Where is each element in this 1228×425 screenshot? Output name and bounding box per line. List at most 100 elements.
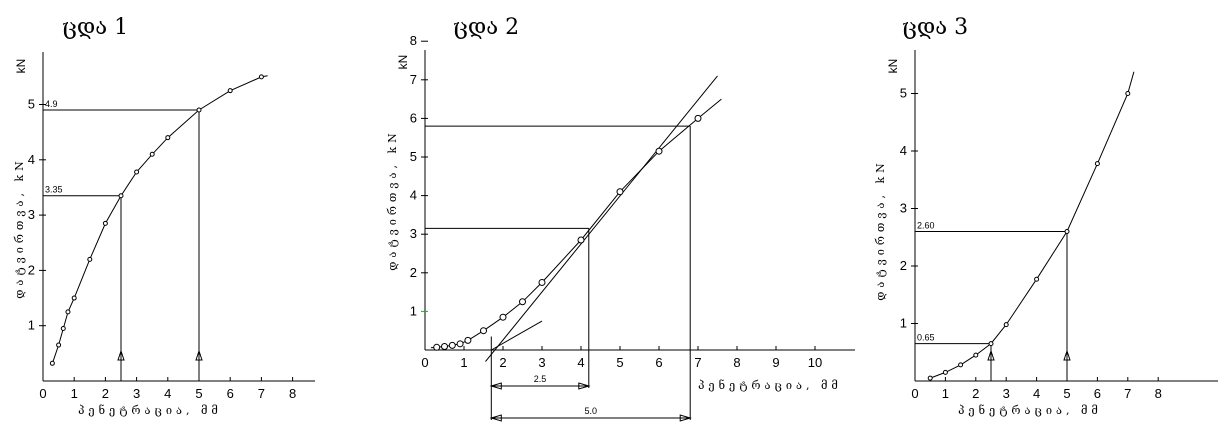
chart-3-x-tick-label: 8 <box>1155 386 1162 401</box>
chart-3-y-tick-label: 5 <box>900 86 907 101</box>
chart-3-series-line <box>930 71 1135 379</box>
chart-1-data-point <box>118 193 124 199</box>
chart-2-tangent-line <box>485 75 718 362</box>
chart-2-data-point <box>519 298 526 306</box>
chart-2-span-arrow-icon <box>578 382 591 390</box>
chart-1-series-line <box>51 75 268 364</box>
chart-3-x-tick-label: 6 <box>1094 386 1101 401</box>
chart-3-value-label: 2.60 <box>917 221 935 231</box>
chart-2-y-tick-label: 1 <box>410 303 417 318</box>
chart-2-x-tick-label: 1 <box>460 355 467 370</box>
chart-2-x-tick-label: 9 <box>772 355 779 370</box>
chart-2-data-point <box>448 341 456 349</box>
chart-1-data-point <box>134 169 140 175</box>
chart-2-x-tick-label: 10 <box>808 355 822 370</box>
chart-3-x-tick-label: 3 <box>1003 386 1010 401</box>
chart-1-data-point <box>102 220 108 226</box>
chart-1-x-tick-label: 8 <box>289 386 296 401</box>
chart-3-x-tick-label: 4 <box>1033 386 1040 401</box>
chart-1-data-point <box>196 107 202 113</box>
chart-2-span-label: 5.0 <box>584 406 597 416</box>
chart-3-data-point <box>927 375 933 381</box>
chart-1-y-tick-label: 4 <box>28 152 35 167</box>
chart-2-y-tick-label: 8 <box>410 33 417 48</box>
chart-1-data-point <box>258 74 264 80</box>
chart-3: ცდა 3 დატვირთვა, kN პენეტრაცია, მმ 0 1 2 3 4… <box>874 15 1218 417</box>
chart-2-data-point <box>441 343 448 351</box>
chart-2-x-tick-label: 7 <box>694 355 701 370</box>
chart-3-xlabel: პენეტრაცია, მმ <box>958 404 1102 417</box>
chart-1-x-tick-label: 5 <box>195 386 202 401</box>
chart-2-y-tick-label: 7 <box>410 72 417 87</box>
chart-2-data-point <box>655 147 663 155</box>
chart-1-data-point <box>227 88 233 94</box>
chart-3-y-tick-label: 2 <box>900 258 907 273</box>
chart-2-data-point <box>538 278 546 286</box>
chart-1-data-point <box>149 151 155 157</box>
chart-1-data-point <box>60 325 66 331</box>
chart-2-data-point <box>456 340 464 348</box>
chart-1: ცდა 1 დატვირთვა, kN პენეტრაცია, მმ 0 1 2 3 4… <box>13 15 315 417</box>
chart-3-data-point <box>1094 161 1100 167</box>
chart-3-y-tick-label: 3 <box>900 201 907 216</box>
chart-3-data-point <box>1034 276 1040 282</box>
chart-1-ylabel: დატვირთვა, kN <box>13 157 26 299</box>
chart-2-data-point <box>480 327 487 335</box>
chart-1-data-point <box>49 360 55 366</box>
chart-3-data-point <box>988 341 994 347</box>
chart-2-y-tick-label: 2 <box>410 265 417 280</box>
chart-1-x-tick-label: 2 <box>102 386 109 401</box>
chart-2-y-tick-label: 5 <box>410 149 417 164</box>
chart-1-unit-label: kN <box>14 59 28 74</box>
chart-2-x-tick-label: 4 <box>577 355 584 370</box>
chart-3-arrow-icon <box>1063 349 1071 361</box>
chart-2-y-tick-label: 3 <box>410 226 417 241</box>
chart-2-span-label: 2.5 <box>534 374 547 384</box>
chart-3-data-point <box>958 362 964 368</box>
chart-2-data-point <box>616 188 624 196</box>
chart-3-data-point <box>1003 322 1009 328</box>
chart-1-data-point <box>56 342 62 348</box>
chart-2-data-point <box>433 343 441 351</box>
chart-2-x-tick-label: 3 <box>538 355 545 370</box>
chart-3-x-tick-label: 0 <box>911 386 918 401</box>
chart-1-x-tick-label: 6 <box>227 386 234 401</box>
chart-1-y-tick-label: 5 <box>28 97 35 112</box>
chart-1-arrow-icon <box>117 349 125 361</box>
chart-2-unit-label: kN <box>396 55 410 70</box>
chart-1-title: ცდა 1 <box>62 15 128 40</box>
chart-2-span-arrow-icon <box>679 414 692 422</box>
chart-1-y-tick-label: 3 <box>28 207 35 222</box>
chart-3-title: ცდა 3 <box>902 15 968 40</box>
chart-1-y-tick-label: 1 <box>28 318 35 333</box>
chart-2-series-line <box>430 98 722 349</box>
chart-3-data-point <box>1125 91 1131 96</box>
chart-1-x-tick-label: 0 <box>39 386 46 401</box>
chart-3-x-tick-label: 2 <box>972 386 979 401</box>
chart-2-x-tick-label: 0 <box>421 355 428 370</box>
chart-2-data-point <box>499 313 507 321</box>
chart-1-x-tick-label: 3 <box>133 386 140 401</box>
chart-2-span-arrow-icon <box>489 382 502 390</box>
chart-1-y-tick-label: 2 <box>28 262 35 277</box>
chart-2-initial-tangent <box>491 320 543 351</box>
chart-1-data-point <box>65 309 71 315</box>
chart-2-x-tick-label: 8 <box>733 355 740 370</box>
chart-3-data-point <box>942 369 948 375</box>
chart-1-value-label: 4.9 <box>45 99 58 109</box>
chart-3-data-point <box>1064 229 1070 234</box>
chart-1-x-tick-label: 4 <box>164 386 171 401</box>
chart-3-y-tick-label: 1 <box>900 316 907 331</box>
chart-2-data-point <box>464 336 472 344</box>
chart-3-x-tick-label: 7 <box>1124 386 1131 401</box>
chart-2-data-point <box>577 236 585 244</box>
chart-3-arrow-icon <box>987 349 995 361</box>
chart-3-value-label: 0.65 <box>917 333 935 343</box>
chart-2-ylabel: დატვირთვა, kN <box>386 129 399 271</box>
chart-2-y-tick-label: 6 <box>410 110 417 125</box>
chart-2-x-tick-label: 6 <box>655 355 662 370</box>
chart-2-data-point <box>694 114 702 122</box>
chart-1-xlabel: პენეტრაცია, მმ <box>78 404 222 417</box>
chart-2-title: ცდა 2 <box>453 15 519 40</box>
chart-3-x-tick-label: 5 <box>1063 386 1070 401</box>
